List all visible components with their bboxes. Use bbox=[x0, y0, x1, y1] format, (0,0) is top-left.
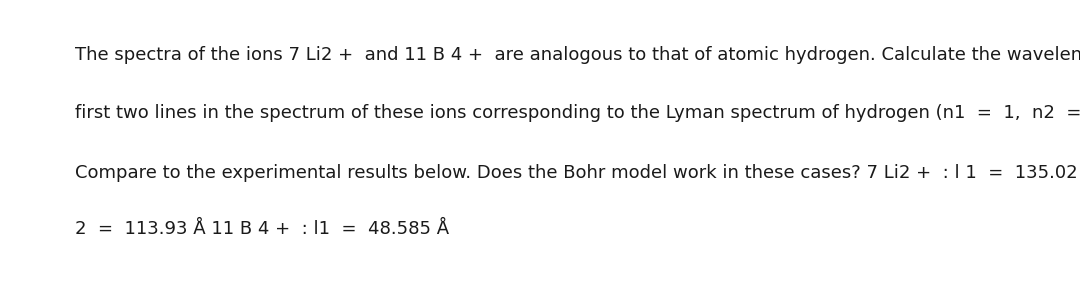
Text: 2  =  113.93 Å 11 B 4 +  : l1  =  48.585 Å: 2 = 113.93 Å 11 B 4 + : l1 = 48.585 Å bbox=[75, 220, 449, 238]
Text: first two lines in the spectrum of these ions corresponding to the Lyman spectru: first two lines in the spectrum of these… bbox=[75, 104, 1080, 122]
Text: Compare to the experimental results below. Does the Bohr model work in these cas: Compare to the experimental results belo… bbox=[75, 160, 1080, 182]
Text: The spectra of the ions 7 Li2 +  and 11 B 4 +  are analogous to that of atomic h: The spectra of the ions 7 Li2 + and 11 B… bbox=[75, 46, 1080, 64]
